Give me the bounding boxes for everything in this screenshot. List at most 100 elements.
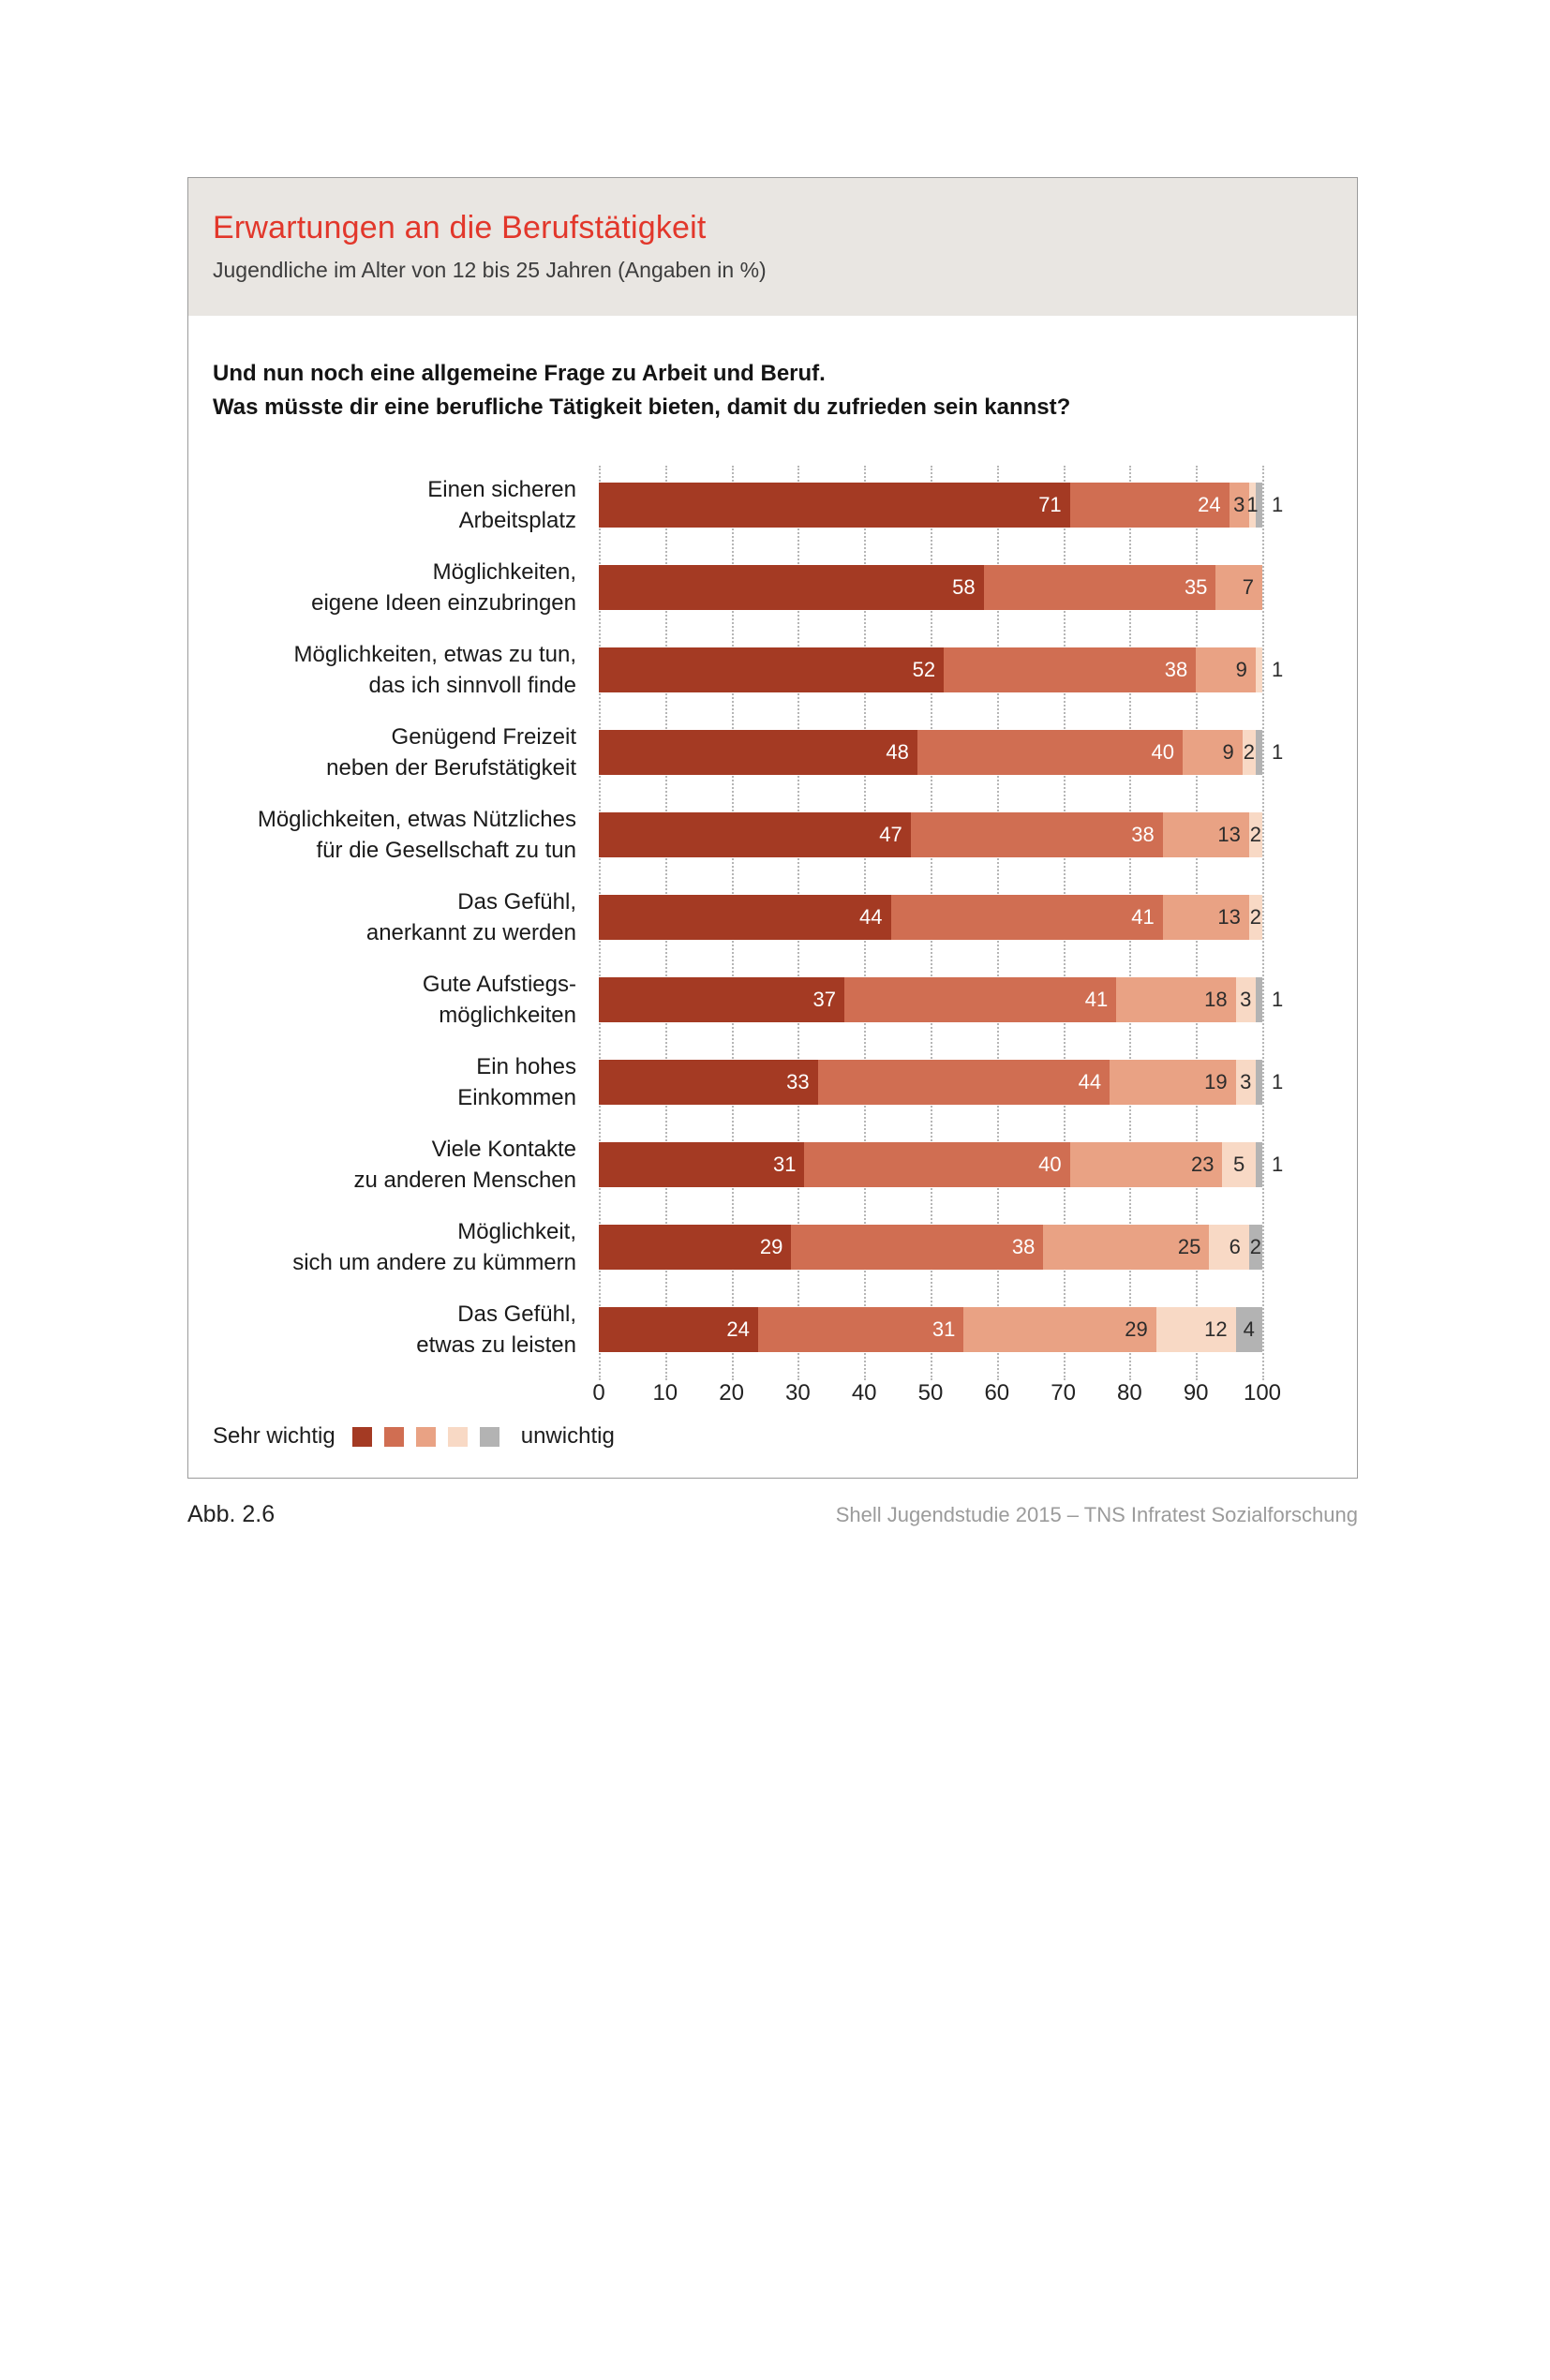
value-label: 12 [1204, 1317, 1228, 1341]
value-label: 3 [1233, 493, 1245, 516]
x-tick-label: 90 [1183, 1380, 1209, 1406]
bar-segment [1255, 1060, 1262, 1105]
value-label: 3 [1240, 988, 1252, 1011]
bar-segment: 31 [599, 1142, 805, 1187]
bar-segment: 1 [1246, 483, 1258, 528]
bar-track: 44 41 13 2 [599, 895, 1262, 940]
bar-segment: 37 [599, 977, 844, 1022]
value-label: 6 [1229, 1235, 1241, 1258]
x-tick-label: 10 [652, 1380, 678, 1406]
x-tick-label: 70 [1051, 1380, 1076, 1406]
value-label: 25 [1177, 1235, 1201, 1258]
bar-segment: 13 [1162, 812, 1249, 857]
value-label: 2 [1249, 823, 1262, 846]
bar-segment: 52 [599, 647, 945, 692]
category-label: Möglichkeiten, etwas Nützliches für die … [257, 806, 576, 863]
legend-left-label: Sehr wichtig [213, 1423, 335, 1449]
bar-segment: 23 [1069, 1142, 1223, 1187]
bar-track: 1 37 41 18 3 [599, 977, 1283, 1022]
legend-right-label: unwichtig [520, 1423, 615, 1449]
bar-segment: 2 [1248, 1225, 1262, 1270]
bar-track: 1 48 40 9 2 [599, 730, 1283, 775]
legend: Sehr wichtig unwichtig [213, 1423, 1333, 1450]
bar-segment: 41 [890, 895, 1163, 940]
value-label: 9 [1222, 740, 1234, 764]
bar-segment [1255, 730, 1262, 775]
bar-row: Möglichkeit, sich um andere zu kümmern 29… [213, 1206, 1333, 1288]
legend-swatch [447, 1426, 468, 1447]
value-label: 1 [1272, 1153, 1284, 1176]
value-label: 41 [1131, 905, 1155, 929]
bar-segment: 25 [1043, 1225, 1210, 1270]
chart-subtitle: Jugendliche im Alter von 12 bis 25 Jahre… [213, 258, 767, 282]
value-label: 71 [1038, 493, 1062, 516]
category-label: Möglichkeiten, etwas zu tun, das ich sin… [293, 641, 577, 698]
value-label: 24 [1198, 493, 1221, 516]
value-label: 2 [1243, 740, 1255, 764]
bar-segment: 29 [599, 1225, 792, 1270]
value-label: 13 [1217, 823, 1241, 846]
value-label: 18 [1204, 988, 1228, 1011]
bar-segment: 2 [1248, 812, 1262, 857]
caption-row: Abb. 2.6 Shell Jugendstudie 2015 – TNS I… [187, 1501, 1358, 1528]
survey-question: Und nun noch eine allgemeine Frage zu Ar… [213, 357, 1333, 424]
bar-segment: 47 [599, 812, 911, 857]
legend-swatch [383, 1426, 404, 1447]
x-tick-label: 20 [719, 1380, 744, 1406]
value-label: 1 [1272, 740, 1284, 764]
category-label: Viele Kontakte zu anderen Menschen [353, 1136, 577, 1193]
bar-segment: 2 [1242, 730, 1256, 775]
bar-segment: 48 [599, 730, 917, 775]
value-label: 5 [1233, 1153, 1245, 1176]
value-label: 37 [812, 988, 836, 1011]
bar-row: Genügend Freizeit neben der Berufstätigk… [213, 711, 1333, 794]
bar-segment: 13 [1162, 895, 1249, 940]
stacked-bar-chart: Einen sicheren Arbeitsplatz 1 71 24 3 1 Möglic… [213, 464, 1333, 1418]
bar-segment: 18 [1116, 977, 1236, 1022]
value-label: 48 [886, 740, 909, 764]
bar-segment: 33 [599, 1060, 818, 1105]
stacked-bar: 44 41 13 2 [599, 895, 1262, 940]
bar-segment: 3 [1235, 977, 1256, 1022]
bar-segment: 9 [1196, 647, 1256, 692]
bar-segment [1255, 647, 1262, 692]
value-label: 35 [1184, 575, 1208, 599]
survey-question-line1: Und nun noch eine allgemeine Frage zu Ar… [213, 361, 826, 386]
stacked-bar: 52 38 9 [599, 647, 1262, 692]
bar-track: 1 71 24 3 1 [599, 483, 1283, 528]
bar-segment: 40 [804, 1142, 1070, 1187]
bar-segment: 3 [1235, 1060, 1256, 1105]
stacked-bar: 71 24 3 1 [599, 483, 1262, 528]
value-label: 40 [1151, 740, 1175, 764]
stacked-bar: 47 38 13 2 [599, 812, 1262, 857]
value-label: 31 [772, 1153, 797, 1176]
bar-segment: 29 [963, 1307, 1156, 1352]
value-label: 2 [1249, 905, 1262, 929]
stacked-bar: 33 44 19 3 [599, 1060, 1262, 1105]
bar-row: Ein hohes Einkommen 1 33 44 19 3 [213, 1041, 1333, 1123]
stacked-bar: 48 40 9 2 [599, 730, 1262, 775]
bar-rows: Einen sicheren Arbeitsplatz 1 71 24 3 1 Möglic… [213, 464, 1333, 1371]
bar-track: 1 31 40 23 5 [599, 1142, 1283, 1187]
x-tick-label: 40 [851, 1380, 877, 1406]
value-label: 38 [1164, 658, 1188, 681]
value-label: 41 [1084, 988, 1109, 1011]
survey-question-line2: Was müsste dir eine berufliche Tätigkeit… [213, 394, 1071, 420]
bar-segment [1255, 1142, 1262, 1187]
category-label: Gute Aufstiegs- möglichkeiten [422, 971, 576, 1028]
bar-segment: 12 [1155, 1307, 1236, 1352]
value-label: 1 [1272, 988, 1284, 1011]
value-label: 44 [859, 905, 883, 929]
value-label: 52 [912, 658, 936, 681]
stacked-bar: 37 41 18 3 [599, 977, 1262, 1022]
bar-segment: 4 [1235, 1307, 1262, 1352]
bar-segment: 19 [1110, 1060, 1236, 1105]
bar-segment: 41 [843, 977, 1117, 1022]
legend-swatch [351, 1426, 372, 1447]
bar-row: Möglichkeiten, etwas Nützliches für die … [213, 794, 1333, 876]
bar-segment: 9 [1183, 730, 1243, 775]
value-label: 38 [1131, 823, 1155, 846]
bar-track: 1 33 44 19 3 [599, 1060, 1283, 1105]
bar-segment: 24 [599, 1307, 758, 1352]
